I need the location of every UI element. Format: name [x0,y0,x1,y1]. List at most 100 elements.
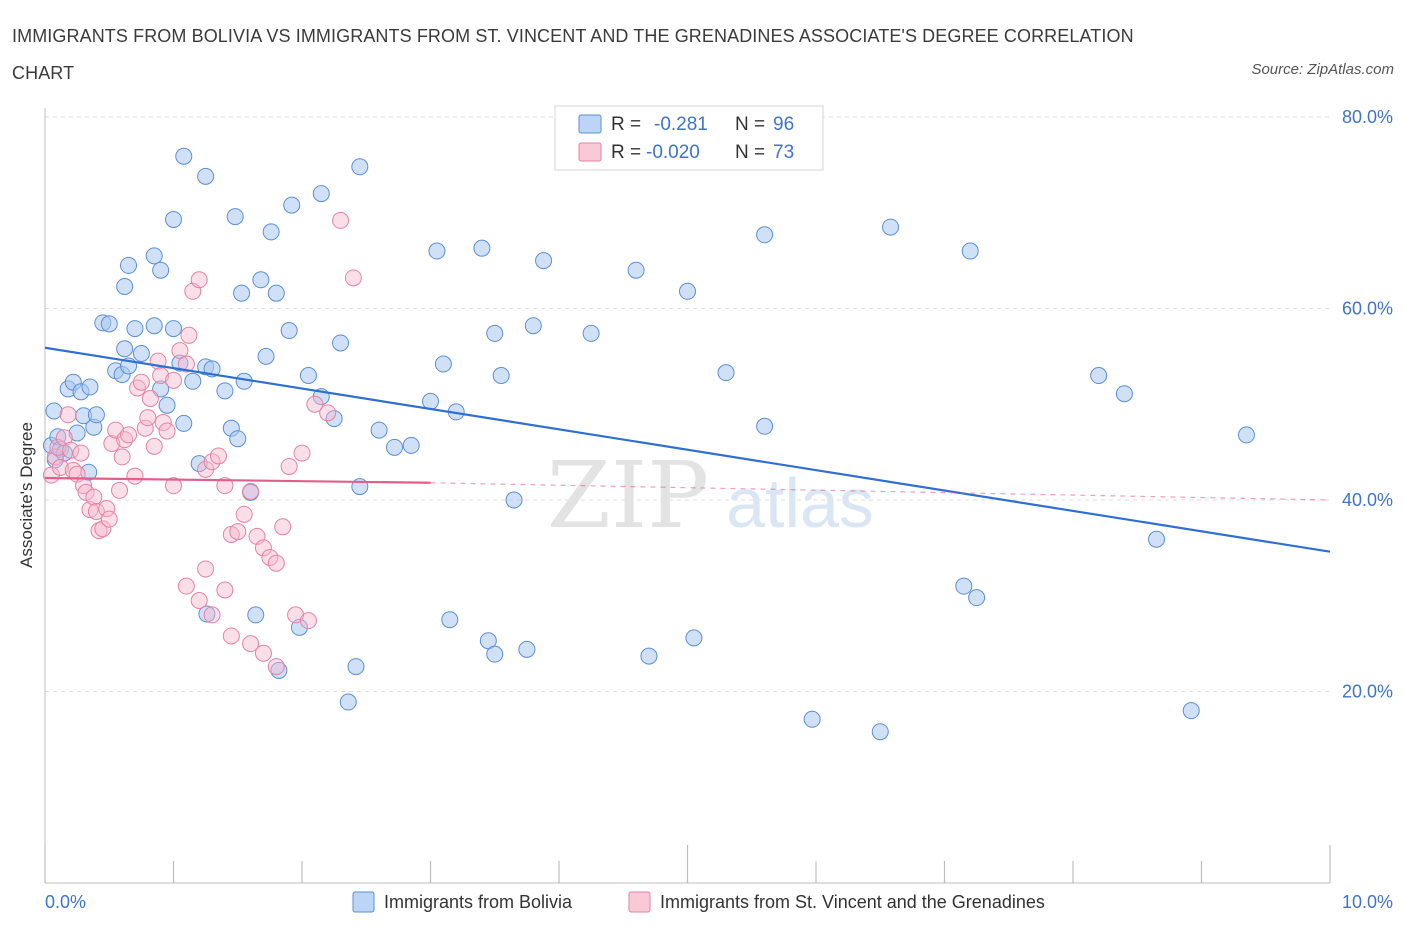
point-st-vincent-33 [152,367,170,385]
point-bolivia-63 [252,271,270,289]
point-bolivia-30 [190,455,208,473]
point-bolivia-87 [486,645,504,663]
point-bolivia-46 [370,421,388,439]
point-st-vincent-2 [49,438,67,456]
point-st-vincent-36 [165,371,182,389]
point-bolivia-33 [216,382,234,400]
point-bolivia-70 [535,252,553,270]
y-axis-title-group: Associate's Degree [17,422,36,568]
point-st-vincent-47 [229,523,247,541]
point-bolivia-101 [1182,702,1200,720]
point-st-vincent-45 [216,477,234,495]
point-bolivia-65 [262,223,280,241]
point-st-vincent-41 [190,271,208,289]
point-bolivia-25 [158,396,176,414]
point-bolivia-35 [229,430,247,448]
point-bolivia-83 [961,242,979,260]
y-axis-title: Associate's Degree [17,422,36,568]
point-bolivia-97 [347,658,365,676]
point-st-vincent-1 [46,448,64,466]
grid-lines [45,116,1330,692]
legend-top-r-value-1: -0.281 [654,114,708,135]
legend-bottom-swatch-bolivia [352,891,375,913]
point-bolivia-81 [1237,426,1255,444]
point-bolivia-23 [145,317,163,335]
point-st-vincent-20 [107,421,125,439]
point-st-vincent-6 [62,441,80,459]
point-st-vincent-52 [261,548,279,566]
point-bolivia-62 [233,284,251,302]
point-bolivia-89 [640,647,658,665]
point-bolivia-44 [332,334,350,352]
point-bolivia-53 [505,491,523,509]
point-bolivia-16 [100,315,118,333]
legend-bottom-label-bolivia: Immigrants from Bolivia [384,892,573,912]
point-bolivia-91 [871,723,889,741]
point-bolivia-14 [87,406,105,424]
y-tick-label-60: 60.0% [1342,299,1393,319]
point-bolivia-75 [679,282,696,300]
point-bolivia-79 [1090,367,1108,385]
point-bolivia-56 [120,256,138,274]
point-bolivia-78 [756,417,774,435]
point-bolivia-85 [441,611,459,629]
point-bolivia-82 [882,218,900,236]
point-st-vincent-38 [177,355,195,373]
point-bolivia-38 [257,347,275,365]
legend-top-swatch-bolivia [578,114,602,134]
point-bolivia-21 [126,320,144,338]
point-st-vincent-60 [344,269,362,287]
point-bolivia-22 [132,345,150,363]
point-st-vincent-51 [254,539,272,557]
watermark-atlas: atlas [726,464,874,542]
point-bolivia-12 [81,378,99,396]
point-bolivia-61 [226,208,244,226]
point-st-vincent-35 [158,422,176,440]
series-bolivia [42,147,1255,741]
point-bolivia-67 [312,185,330,203]
legend-bottom-label-st-vincent: Immigrants from St. Vincent and the Gren… [660,892,1045,912]
point-bolivia-41 [299,367,317,385]
point-bolivia-50 [434,355,452,373]
point-st-vincent-18 [100,510,118,528]
point-st-vincent-72 [216,581,234,599]
point-st-vincent-14 [87,502,105,520]
point-st-vincent-69 [299,612,317,630]
point-st-vincent-62 [190,592,208,610]
point-bolivia-28 [175,414,193,432]
point-st-vincent-55 [280,457,298,475]
point-bolivia-1 [45,402,63,420]
point-st-vincent-39 [180,326,198,344]
point-bolivia-43 [325,410,343,428]
point-st-vincent-59 [332,211,350,229]
point-st-vincent-56 [293,444,311,462]
point-st-vincent-21 [111,481,129,499]
point-bolivia-40 [280,322,298,340]
point-bolivia-80 [1115,385,1133,403]
point-st-vincent-9 [72,444,90,462]
point-bolivia-76 [756,226,774,244]
point-bolivia-84 [1148,530,1166,548]
point-bolivia-55 [152,261,170,279]
point-st-vincent-64 [222,627,240,645]
legend-top-n-value-2: 73 [773,142,794,163]
point-st-vincent-22 [113,448,131,466]
y-tick-label-80: 80.0% [1342,107,1393,127]
point-st-vincent-58 [319,404,337,422]
point-st-vincent-27 [132,373,150,391]
point-st-vincent-29 [139,409,157,427]
point-st-vincent-49 [242,482,260,500]
point-st-vincent-25 [126,467,144,485]
point-st-vincent-5 [59,406,77,424]
point-bolivia-93 [955,577,973,595]
point-bolivia-26 [165,320,182,338]
point-bolivia-74 [627,261,645,279]
watermark: ZIP atlas [547,442,874,549]
point-st-vincent-67 [267,658,285,676]
point-st-vincent-3 [51,458,69,476]
legend-top-swatch-st-vincent [578,142,602,162]
watermark-zip: ZIP [547,442,709,549]
point-bolivia-57 [116,277,134,295]
point-bolivia-48 [402,436,420,454]
